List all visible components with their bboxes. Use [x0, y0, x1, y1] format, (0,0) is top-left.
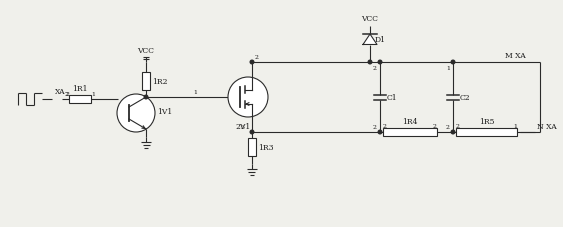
Text: 1R2: 1R2 [152, 78, 168, 86]
Circle shape [378, 61, 382, 64]
Circle shape [451, 61, 455, 64]
Circle shape [144, 96, 148, 99]
Circle shape [250, 61, 254, 64]
Text: 2: 2 [446, 124, 450, 129]
Circle shape [368, 61, 372, 64]
Text: N XA: N XA [537, 122, 557, 131]
Text: 1R4: 1R4 [402, 118, 418, 126]
Text: 1: 1 [193, 90, 197, 95]
Text: 2: 2 [66, 92, 70, 96]
Text: 2V1: 2V1 [235, 122, 251, 131]
Text: 1R1: 1R1 [72, 85, 88, 93]
Text: 1R5: 1R5 [479, 118, 494, 126]
Text: 1: 1 [513, 123, 517, 128]
Text: D1: D1 [375, 36, 386, 44]
Text: 2: 2 [433, 123, 437, 128]
Circle shape [117, 95, 155, 132]
Circle shape [250, 131, 254, 134]
Text: XA: XA [55, 88, 66, 96]
Circle shape [378, 131, 382, 134]
Bar [69, 96, 91, 104]
Text: M XA: M XA [505, 52, 526, 60]
Text: C1: C1 [387, 94, 397, 101]
Bar [383, 128, 437, 136]
Circle shape [228, 78, 268, 118]
Text: 1V1: 1V1 [157, 108, 172, 116]
Text: 2: 2 [383, 123, 387, 128]
Text: 2: 2 [255, 55, 259, 60]
Text: 3: 3 [240, 124, 244, 129]
Polygon shape [363, 35, 377, 45]
Bar [456, 128, 517, 136]
Text: 1: 1 [91, 92, 95, 96]
Circle shape [451, 131, 455, 134]
Bar [142, 73, 150, 91]
Text: 1R3: 1R3 [258, 143, 274, 151]
Text: VCC: VCC [137, 47, 154, 55]
Text: 2: 2 [373, 124, 377, 129]
Text: C2: C2 [460, 94, 471, 101]
Text: 2: 2 [456, 123, 460, 128]
Text: 2: 2 [65, 92, 69, 96]
Bar [248, 138, 256, 156]
Text: VCC: VCC [361, 15, 378, 23]
Text: 2: 2 [373, 66, 377, 71]
Text: 1: 1 [446, 66, 450, 71]
